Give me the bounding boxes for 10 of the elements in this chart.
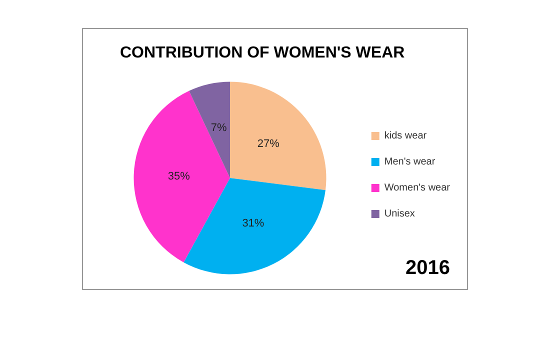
text: 2016 — [406, 257, 450, 279]
data-label: 35% — [168, 170, 190, 182]
data-label: 31% — [242, 218, 264, 230]
legend-label: Unisex — [384, 208, 415, 220]
legend-label: Women's wear — [384, 182, 451, 194]
legend-label: kids wear — [384, 130, 428, 142]
chart-title: CONTRIBUTION OF WOMEN'S WEAR — [120, 44, 406, 62]
data-label: 27% — [257, 138, 280, 150]
data-label: 7% — [210, 122, 228, 134]
legend-label: Men's wear — [384, 156, 436, 168]
